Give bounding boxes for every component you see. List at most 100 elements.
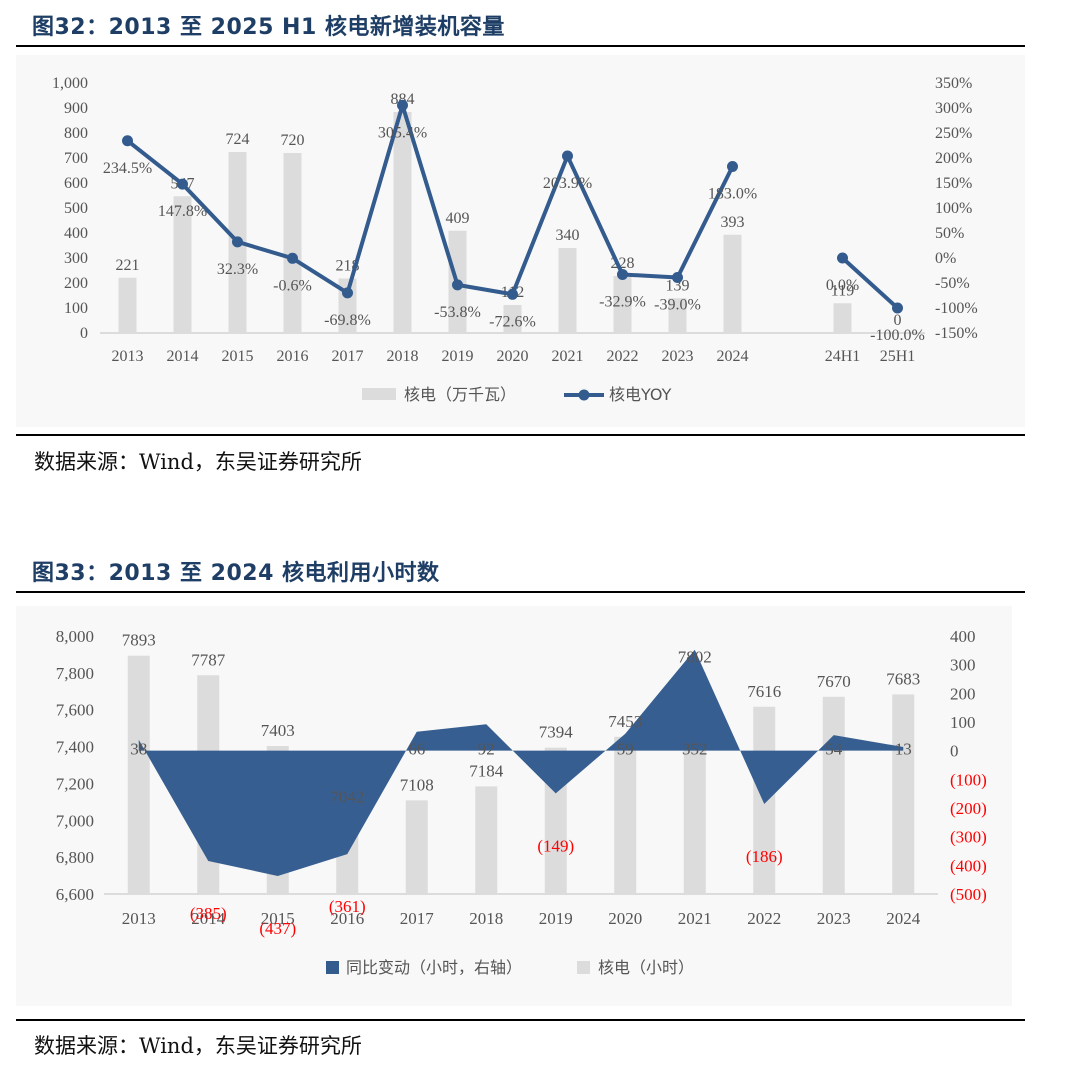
fig33-y-right-tick: 100 bbox=[950, 713, 976, 732]
fig33-x-tick: 2015 bbox=[261, 909, 295, 928]
fig33-bar-label: 7453 bbox=[608, 712, 642, 731]
fig32-bar-label: 409 bbox=[446, 210, 470, 227]
fig33-title: 图33：2013 至 2024 核电利用小时数 bbox=[32, 561, 440, 586]
fig33-x-tick: 2022 bbox=[747, 909, 781, 928]
fig33-source: 数据来源：Wind，东吴证券研究所 bbox=[34, 1034, 362, 1058]
fig33-bar-label: 7394 bbox=[539, 723, 574, 742]
fig32-yoy-point bbox=[727, 161, 738, 172]
fig33-area-label: 13 bbox=[895, 740, 912, 759]
fig32-bar-label: 393 bbox=[721, 214, 745, 231]
fig33-yoy-area bbox=[138, 649, 904, 876]
fig32-y-right-tick: -50% bbox=[935, 275, 970, 292]
fig32-legend-line-label: 核电YOY bbox=[609, 385, 672, 404]
fig32-bar bbox=[283, 153, 302, 333]
fig33-bar bbox=[405, 800, 428, 894]
fig32-y-right-tick: 250% bbox=[935, 125, 972, 142]
fig33-bar-label: 7042 bbox=[330, 788, 364, 807]
fig32-yoy-point bbox=[397, 99, 408, 111]
fig32-yoy-label: 183.0% bbox=[708, 186, 757, 203]
fig33-y-left-tick: 6,800 bbox=[56, 848, 94, 867]
fig32-x-tick: 2020 bbox=[497, 348, 529, 365]
fig33-y-left-tick: 7,200 bbox=[56, 774, 94, 793]
fig33-y-right-tick: (400) bbox=[950, 856, 987, 875]
fig32-y-right-tick: 50% bbox=[935, 225, 964, 242]
fig33-plot-background bbox=[16, 606, 1012, 1006]
fig33-area-label: (385) bbox=[190, 904, 227, 923]
fig32-yoy-label: -0.6% bbox=[273, 277, 312, 294]
fig33-bar bbox=[127, 655, 150, 894]
fig33-y-right-tick: (100) bbox=[950, 770, 987, 789]
fig32-x-tick: 2023 bbox=[662, 348, 694, 365]
fig33-y-left-tick: 7,600 bbox=[56, 701, 94, 720]
fig33-y-right-tick: 300 bbox=[950, 656, 976, 675]
fig32-yoy-label: -72.6% bbox=[489, 313, 536, 330]
fig33-y-left-tick: 7,000 bbox=[56, 811, 94, 830]
fig32-x-tick: 2021 bbox=[552, 348, 584, 365]
fig32-y-left-tick: 100 bbox=[64, 300, 88, 317]
fig33-x-tick: 2023 bbox=[817, 909, 851, 928]
fig33-bar-label: 7683 bbox=[886, 669, 920, 688]
fig32-yoy-point bbox=[892, 302, 903, 314]
fig32-yoy-point bbox=[232, 236, 243, 248]
fig32-bar-label: 724 bbox=[226, 131, 250, 148]
fig32-yoy-label: 147.8% bbox=[158, 203, 207, 220]
fig33-bar-label: 7403 bbox=[261, 721, 295, 740]
fig33-y-left-tick: 8,000 bbox=[56, 627, 94, 646]
fig32-yoy-label: 305.4% bbox=[378, 124, 427, 141]
fig33-y-right-tick: (300) bbox=[950, 828, 987, 847]
fig32-y-right-tick: -100% bbox=[935, 300, 978, 317]
fig33-y-left-tick: 7,400 bbox=[56, 738, 94, 757]
fig32-bar bbox=[503, 305, 522, 333]
fig32-bar bbox=[118, 277, 137, 333]
fig33-x-tick: 2018 bbox=[469, 909, 503, 928]
fig32-y-left-tick: 800 bbox=[64, 125, 88, 142]
fig33-area-label: 66 bbox=[408, 740, 425, 759]
fig32-y-left-tick: 400 bbox=[64, 225, 88, 242]
fig33-y-right-tick: 200 bbox=[950, 684, 976, 703]
fig32-x-tick: 25H1 bbox=[880, 348, 916, 365]
fig32-bottom-rule bbox=[16, 434, 1025, 436]
fig32-x-tick: 2024 bbox=[717, 348, 749, 365]
fig32-yoy-point bbox=[562, 150, 573, 162]
fig33-x-tick: 2013 bbox=[122, 909, 156, 928]
fig32-legend-bar-label: 核电（万千瓦） bbox=[404, 385, 516, 404]
fig32-y-left-tick: 500 bbox=[64, 200, 88, 217]
fig33-legend-area-swatch bbox=[326, 961, 339, 974]
fig32-source: 数据来源：Wind，东吴证券研究所 bbox=[34, 450, 362, 474]
fig32-yoy-point bbox=[452, 279, 463, 291]
fig32-y-left-tick: 200 bbox=[64, 275, 88, 292]
fig32-yoy-line bbox=[126, 103, 735, 297]
fig33-bar-label: 7616 bbox=[747, 682, 781, 701]
fig32-y-left-tick: 600 bbox=[64, 175, 88, 192]
fig32-bar-label: 720 bbox=[281, 132, 305, 149]
fig32-x-tick: 24H1 bbox=[825, 348, 861, 365]
fig33-bottom-rule bbox=[16, 1019, 1025, 1021]
fig32-yoy-line bbox=[841, 256, 899, 310]
fig32-yoy-point bbox=[617, 268, 628, 280]
fig33-bar-label: 7893 bbox=[122, 631, 156, 650]
fig33-bar bbox=[614, 736, 637, 894]
fig32-bar bbox=[723, 234, 742, 333]
fig33-area-label: 59 bbox=[617, 740, 634, 759]
fig32-y-right-tick: 200% bbox=[935, 150, 972, 167]
fig32-y-right-tick: 150% bbox=[935, 175, 972, 192]
fig33-area-label: 54 bbox=[825, 740, 843, 759]
fig33-area-label: (437) bbox=[259, 919, 296, 938]
fig33-area-label: (361) bbox=[329, 897, 366, 916]
fig33-bar-label: 7108 bbox=[400, 775, 434, 794]
fig32-title: 图32：2013 至 2025 H1 核电新增装机容量 bbox=[32, 15, 505, 40]
fig33-area-label: 352 bbox=[682, 740, 708, 759]
fig32-yoy-label: 32.3% bbox=[217, 261, 258, 278]
fig32-bar-label: 0 bbox=[894, 312, 902, 329]
fig33-y-right-tick: 0 bbox=[950, 742, 959, 761]
fig32-yoy-point bbox=[177, 178, 188, 190]
fig32-y-left-tick: 0 bbox=[80, 325, 88, 342]
fig33-bar-label: 7802 bbox=[678, 647, 712, 666]
fig33-area-label: 38 bbox=[130, 740, 147, 759]
fig33-legend-bar-swatch bbox=[577, 961, 590, 974]
fig33-x-tick: 2019 bbox=[539, 909, 573, 928]
fig32-y-left-tick: 300 bbox=[64, 250, 88, 267]
fig32-yoy-point bbox=[287, 252, 298, 264]
fig32-bar bbox=[613, 276, 632, 333]
fig33-x-tick: 2024 bbox=[886, 909, 921, 928]
